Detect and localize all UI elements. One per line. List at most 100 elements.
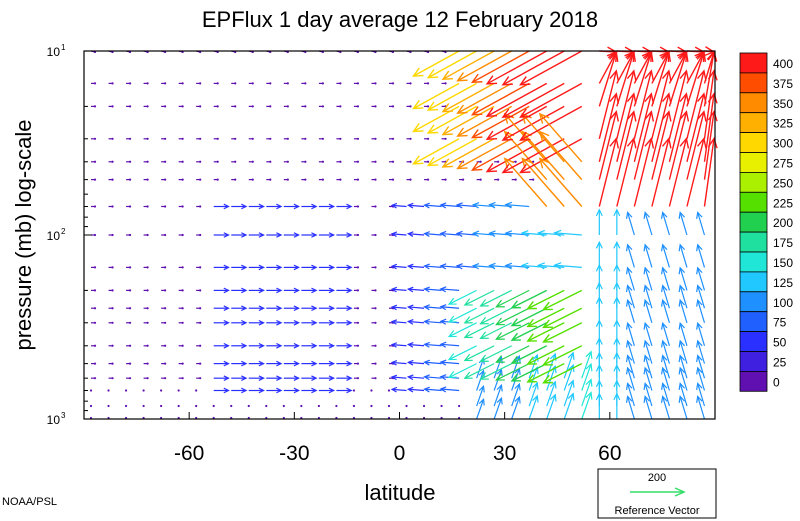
- vector-arrowhead-646: [696, 382, 703, 390]
- vector-arrowhead-590: [643, 354, 650, 363]
- vector-arrowhead-321: [387, 389, 391, 392]
- vector-arrow-541: [616, 51, 635, 84]
- vector-arrowhead-163: [251, 82, 254, 85]
- vector-arrowhead-217: [304, 82, 307, 85]
- vector-arrowhead-185: [269, 178, 272, 181]
- vector-arrowhead-425: [463, 330, 473, 339]
- vector-arrow-565: [627, 212, 635, 236]
- vector-arrow-600: [668, 138, 688, 207]
- vector-arrow-478: [511, 307, 548, 327]
- vector-arrowhead-116: [199, 266, 202, 269]
- vector-arrowhead-52: [124, 404, 128, 408]
- vector-arrowhead-461: [495, 332, 505, 340]
- vector-arrowhead-7: [93, 233, 97, 237]
- vector-arrowhead-40: [128, 160, 132, 163]
- vector-arrowhead-102: [181, 344, 184, 347]
- vector-arrowhead-434: [456, 127, 468, 137]
- vector-arrow-449: [511, 396, 520, 420]
- colorbar-swatch-16: [739, 370, 768, 392]
- colorbar-swatch-10: [739, 251, 768, 273]
- vector-arrow-479: [511, 322, 548, 341]
- vector-arrowhead-152: [241, 264, 248, 271]
- vector-arrow-492: [521, 158, 565, 207]
- vector-arrowhead-5: [93, 178, 97, 181]
- vector-arrowhead-518: [585, 350, 593, 359]
- colorbar-label-10: 150: [773, 256, 793, 270]
- vector-arrowhead-587: [643, 298, 650, 307]
- vector-arrowhead-37: [128, 82, 132, 85]
- vector-arrowhead-566: [625, 243, 633, 252]
- colorbar-swatch-7: [739, 191, 768, 213]
- vector-arrow-349: [408, 233, 425, 236]
- vector-arrowhead-351: [406, 286, 414, 293]
- vector-arrowhead-65: [146, 321, 149, 324]
- vector-arrow-448: [511, 383, 520, 407]
- vector-arrowhead-466: [532, 381, 539, 390]
- vector-arrowhead-338: [390, 374, 398, 381]
- vector-arrowhead-124: [195, 404, 198, 408]
- vector-arrow-589: [644, 340, 653, 364]
- vector-arrowhead-645: [696, 366, 703, 375]
- vector-arrowhead-77: [164, 178, 167, 181]
- vector-arrow-590: [644, 355, 653, 379]
- vector-arrowhead-468: [485, 75, 498, 85]
- vector-arrow-644: [697, 355, 706, 379]
- vector-arrowhead-592: [643, 382, 650, 390]
- vector-arrowhead-448: [514, 382, 521, 391]
- vector-arrowhead-498: [526, 356, 537, 365]
- vector-arrow-542: [616, 51, 635, 107]
- vector-arrowhead-32: [111, 377, 114, 380]
- vector-arrow-638: [697, 244, 706, 268]
- vector-arrowhead-118: [199, 307, 202, 310]
- colorbar-swatch-9: [739, 231, 768, 253]
- vector-arrowhead-277: [356, 233, 360, 237]
- vector-arrow-399: [427, 138, 477, 167]
- vector-arrowhead-30: [111, 344, 114, 347]
- vector-arrowhead-500: [567, 351, 575, 360]
- vector-arrowhead-398: [426, 124, 439, 134]
- vector-arrow-425: [464, 322, 495, 338]
- vector-arrowhead-555: [613, 363, 621, 372]
- vector-arrowhead-155: [241, 319, 248, 326]
- vector-arrowhead-262: [346, 305, 353, 312]
- vector-arrowhead-509: [538, 130, 550, 142]
- vector-arrowhead-272: [356, 105, 360, 108]
- vector-arrowhead-583: [643, 211, 650, 219]
- vector-arrow-331: [391, 233, 407, 236]
- vector-arrowhead-554: [613, 351, 621, 360]
- vector-arrowhead-456: [504, 201, 513, 209]
- vector-arrowhead-255: [339, 137, 342, 140]
- vector-arrowhead-596: [679, 50, 689, 62]
- vector-arrowhead-512: [553, 262, 562, 270]
- vector-arrowhead-358: [422, 404, 426, 408]
- vector-arrowhead-261: [346, 287, 353, 294]
- vector-arrowhead-413: [478, 397, 485, 406]
- vector-arrowhead-337: [390, 360, 398, 366]
- vector-arrow-485: [546, 394, 556, 420]
- vector-arrowhead-431: [496, 396, 503, 405]
- vector-arrowhead-383: [461, 178, 465, 181]
- vector-arrowhead-325: [409, 82, 412, 85]
- vector-arrowhead-231: [311, 387, 318, 394]
- colorbar-swatch-8: [739, 211, 768, 233]
- vector-arrowhead-507: [519, 163, 531, 174]
- vector-arrow-453: [472, 138, 530, 171]
- vector-arrowhead-535: [595, 337, 603, 345]
- vector-arrowhead-193: [276, 360, 283, 367]
- vector-arrow-406: [448, 307, 477, 323]
- vector-arrowhead-19: [111, 82, 114, 85]
- vector-arrow-514: [543, 307, 583, 328]
- vector-arrowhead-175: [258, 360, 265, 367]
- vector-arrowhead-460: [495, 317, 505, 326]
- vector-arrowhead-49: [128, 362, 132, 365]
- vector-arrowhead-525: [609, 69, 620, 81]
- vector-arrow-561: [633, 70, 653, 139]
- vector-arrowhead-149: [234, 178, 237, 181]
- vector-arrow-626: [679, 355, 688, 379]
- vector-arrowhead-517: [542, 374, 553, 384]
- vector-arrow-633: [703, 70, 715, 139]
- vector-arrowhead-496: [526, 318, 537, 328]
- vector-arrowhead-601: [661, 211, 668, 219]
- vector-arrowhead-62: [146, 266, 149, 269]
- vector-arrowhead-547: [613, 208, 621, 217]
